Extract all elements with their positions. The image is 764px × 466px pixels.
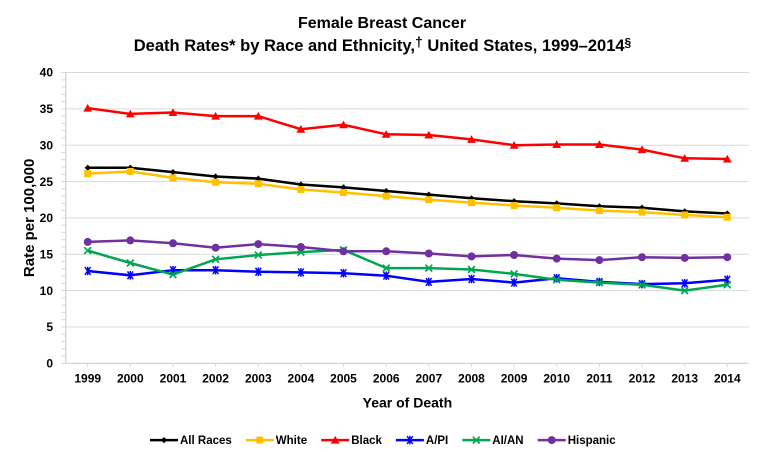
svg-text:Year of Death: Year of Death — [363, 395, 452, 411]
svg-text:2012: 2012 — [629, 372, 656, 386]
svg-text:10: 10 — [40, 284, 54, 298]
svg-text:All Races: All Races — [180, 435, 232, 447]
svg-text:2008: 2008 — [458, 372, 485, 386]
svg-text:AI/AN: AI/AN — [492, 435, 523, 447]
svg-text:5: 5 — [46, 320, 53, 334]
svg-text:Black: Black — [351, 435, 382, 447]
svg-text:1999: 1999 — [74, 372, 101, 386]
svg-text:White: White — [276, 435, 307, 447]
svg-text:Hispanic: Hispanic — [568, 435, 617, 447]
svg-text:2005: 2005 — [330, 372, 357, 386]
svg-text:15: 15 — [40, 247, 54, 261]
svg-text:0: 0 — [46, 357, 53, 371]
svg-text:35: 35 — [40, 102, 54, 116]
svg-text:2002: 2002 — [202, 372, 229, 386]
svg-text:Death Rates* by Race and Ethni: Death Rates* by Race and Ethnicity,† Uni… — [134, 33, 632, 55]
svg-text:2009: 2009 — [501, 372, 528, 386]
svg-text:20: 20 — [40, 211, 54, 225]
svg-text:25: 25 — [40, 175, 54, 189]
svg-text:2014: 2014 — [714, 372, 741, 386]
svg-text:2001: 2001 — [160, 372, 187, 386]
svg-text:2004: 2004 — [288, 372, 315, 386]
svg-text:2013: 2013 — [671, 372, 698, 386]
svg-text:2007: 2007 — [415, 372, 442, 386]
svg-text:2006: 2006 — [373, 372, 400, 386]
svg-text:2003: 2003 — [245, 372, 272, 386]
svg-text:40: 40 — [40, 66, 54, 80]
svg-text:Rate per 100,000: Rate per 100,000 — [21, 159, 38, 277]
svg-text:30: 30 — [40, 138, 54, 152]
svg-text:2010: 2010 — [543, 372, 570, 386]
svg-text:A/PI: A/PI — [426, 435, 448, 447]
svg-text:2011: 2011 — [586, 372, 612, 386]
svg-text:Female Breast Cancer: Female Breast Cancer — [298, 15, 466, 32]
svg-text:2000: 2000 — [117, 372, 144, 386]
